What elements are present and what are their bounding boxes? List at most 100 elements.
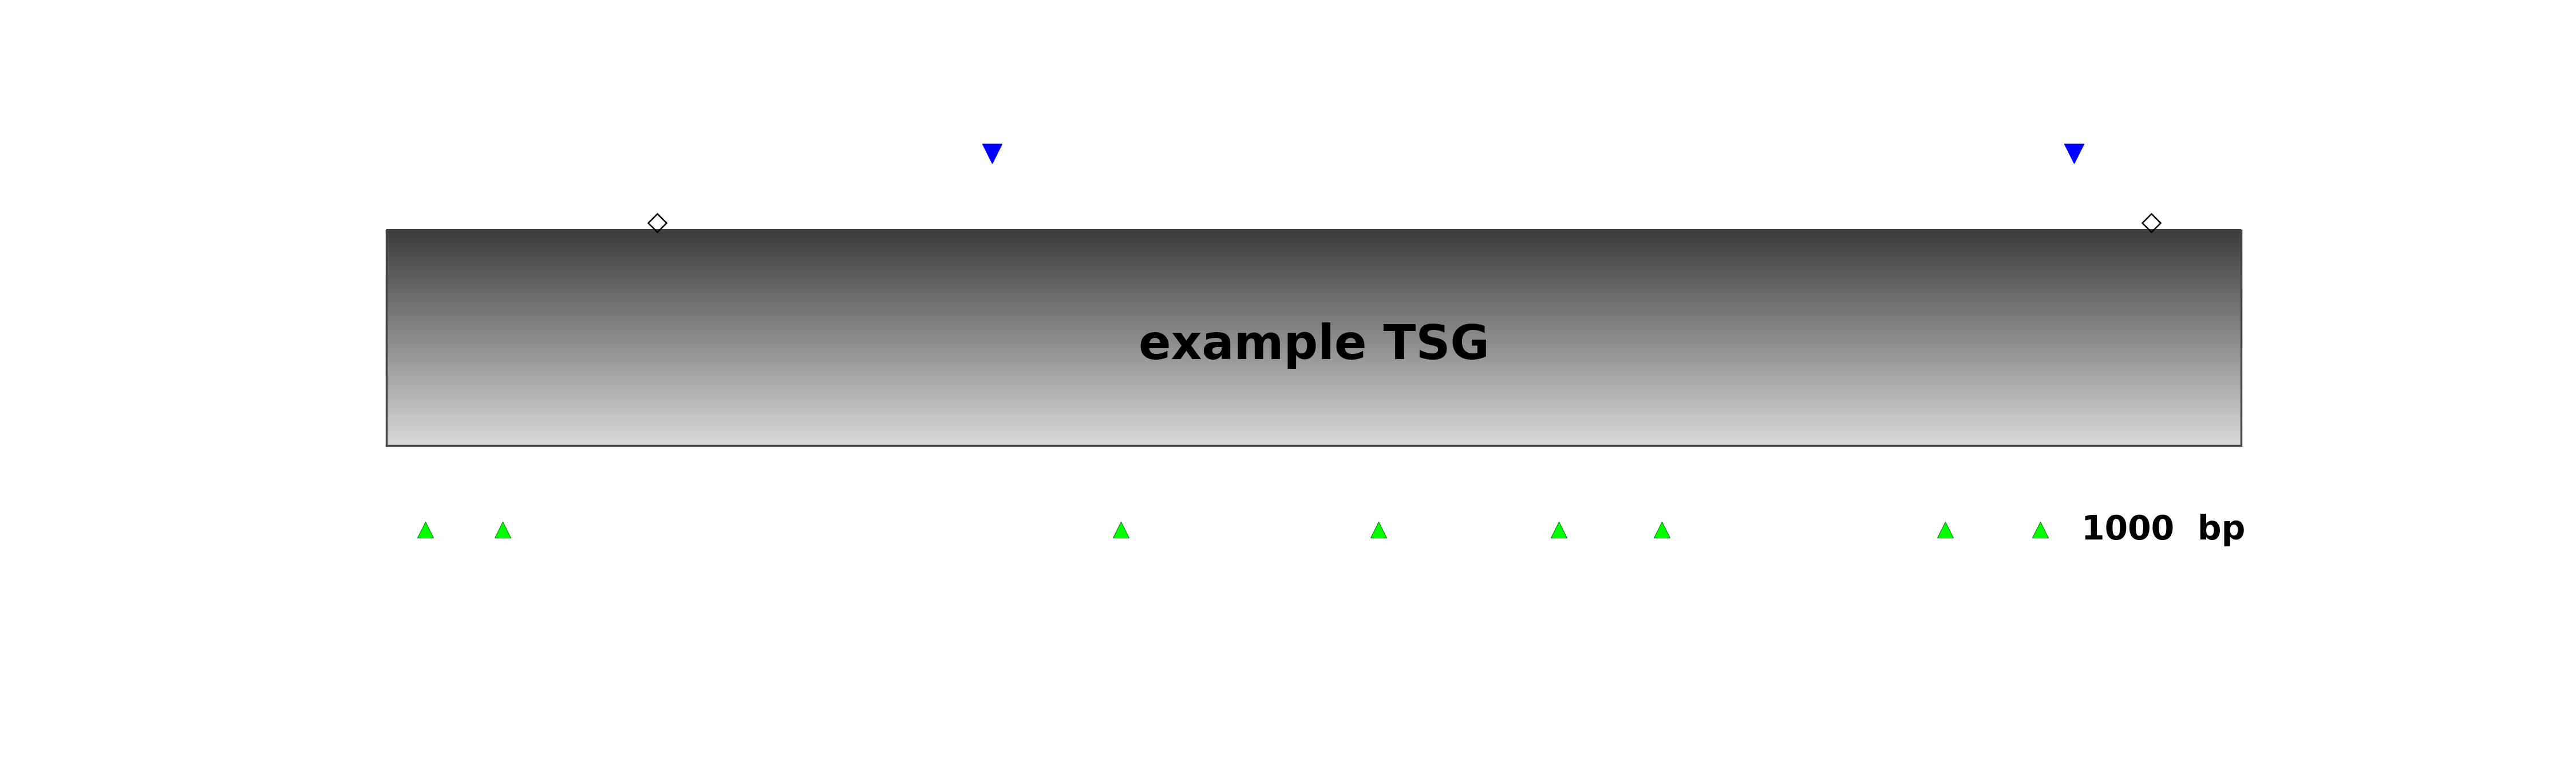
Bar [386, 387, 2241, 388]
Bar [386, 241, 2241, 243]
Bar [386, 345, 2241, 346]
Bar [386, 298, 2241, 299]
Bar [386, 416, 2241, 417]
Bar [386, 256, 2241, 257]
Bar [386, 426, 2241, 428]
Bar [386, 232, 2241, 233]
Bar [386, 431, 2241, 432]
Bar [386, 372, 2241, 373]
Bar [386, 378, 2241, 379]
Bar [386, 277, 2241, 279]
Bar [386, 338, 2241, 339]
Bar [386, 368, 2241, 369]
Bar [386, 314, 2241, 316]
Bar [386, 371, 2241, 372]
Bar [386, 339, 2241, 340]
Bar [386, 248, 2241, 249]
Bar [386, 323, 2241, 324]
Bar [386, 287, 2241, 289]
Bar [386, 329, 2241, 330]
Bar [386, 288, 2241, 290]
Bar [386, 366, 2241, 368]
Bar [386, 352, 2241, 353]
Bar [386, 386, 2241, 387]
Bar [386, 389, 2241, 391]
Bar [386, 392, 2241, 393]
Bar [386, 300, 2241, 302]
Bar [386, 438, 2241, 439]
Bar [386, 334, 2241, 336]
Bar [386, 422, 2241, 424]
Bar [386, 324, 2241, 326]
Bar [386, 261, 2241, 262]
Bar [386, 230, 2241, 231]
Bar [386, 349, 2241, 350]
Bar [386, 291, 2241, 293]
Bar [386, 380, 2241, 382]
Bar [386, 435, 2241, 436]
Bar [386, 245, 2241, 247]
Bar [386, 439, 2241, 440]
Bar [386, 367, 2241, 369]
Bar [386, 297, 2241, 298]
Bar [386, 315, 2241, 316]
Bar [386, 244, 2241, 246]
Bar [386, 247, 2241, 248]
Bar [386, 322, 2241, 323]
Bar [386, 285, 2241, 286]
Bar [386, 301, 2241, 303]
Bar [386, 398, 2241, 399]
Bar [386, 230, 2241, 232]
Bar [386, 313, 2241, 315]
Bar [386, 351, 2241, 352]
Bar [386, 433, 2241, 434]
Bar [386, 337, 2241, 338]
Bar [386, 309, 2241, 310]
Bar [386, 376, 2241, 377]
Bar [386, 336, 2241, 338]
Bar [386, 275, 2241, 276]
Bar [386, 278, 2241, 280]
Bar [386, 356, 2241, 357]
Bar [386, 404, 2241, 406]
Bar [386, 370, 2241, 372]
Bar [386, 273, 2241, 274]
Bar [386, 283, 2241, 284]
Bar [386, 356, 2241, 358]
Bar [386, 276, 2241, 277]
Bar [386, 419, 2241, 420]
Bar [386, 310, 2241, 311]
Bar [386, 243, 2241, 245]
Bar [386, 312, 2241, 313]
Bar [386, 336, 2241, 337]
Bar [386, 389, 2241, 390]
Bar [386, 418, 2241, 419]
Bar [386, 355, 2241, 356]
Bar [386, 434, 2241, 435]
Bar [386, 343, 2241, 345]
Bar [386, 361, 2241, 362]
Bar [386, 271, 2241, 272]
Bar [386, 236, 2241, 237]
Bar [386, 409, 2241, 410]
Bar [386, 321, 2241, 323]
Bar [386, 385, 2241, 386]
Bar [386, 400, 2241, 401]
Bar [386, 424, 2241, 425]
Bar [386, 414, 2241, 415]
Bar [386, 253, 2241, 255]
Bar [386, 436, 2241, 438]
Bar [386, 341, 2241, 342]
Bar [386, 402, 2241, 404]
Bar [386, 254, 2241, 256]
Bar [386, 310, 2241, 312]
Bar [386, 421, 2241, 422]
Bar [386, 275, 2241, 276]
Bar [386, 295, 2241, 296]
Bar [386, 268, 2241, 270]
Bar [386, 294, 2241, 295]
Bar [386, 395, 2241, 396]
Bar [386, 317, 2241, 318]
Bar [386, 384, 2241, 385]
Bar [386, 319, 2241, 320]
